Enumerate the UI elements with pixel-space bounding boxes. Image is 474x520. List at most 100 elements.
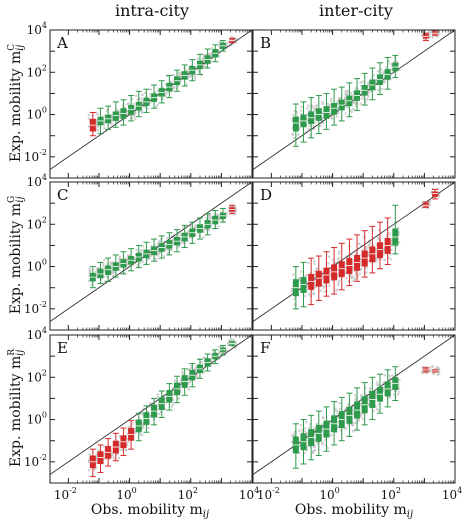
box — [143, 241, 150, 265]
panel-F: 10-2 100 102 104 F — [252, 334, 462, 502]
scatter-point — [218, 345, 221, 349]
y-tick-exponent: 4 — [42, 326, 47, 335]
box-iqr — [361, 250, 368, 267]
box — [354, 387, 361, 431]
scatter-point — [312, 292, 316, 296]
scatter-point — [316, 442, 319, 445]
box — [105, 105, 112, 130]
scatter-point — [115, 108, 119, 112]
y-tick-exponent: 0 — [42, 258, 47, 267]
scatter-point — [352, 108, 355, 111]
box — [112, 432, 119, 462]
y-tick-exponent: 0 — [42, 411, 47, 420]
panel-A: 10-2 100 102 104 A — [24, 21, 253, 179]
scatter-point — [337, 111, 340, 114]
box — [196, 53, 203, 75]
scatter-point — [372, 409, 376, 413]
x-tick-exponent: 0 — [335, 486, 340, 495]
scatter-point — [367, 244, 371, 247]
scatter-point — [344, 90, 347, 93]
scatter-point — [321, 121, 325, 125]
scatter-point — [156, 393, 160, 396]
scatter-point — [177, 71, 181, 75]
scatter-point — [299, 423, 303, 427]
scatter-point — [367, 246, 370, 249]
scatter-point — [353, 394, 357, 397]
scatter-point — [346, 93, 349, 96]
panel-D: D — [252, 181, 456, 331]
scatter-point — [360, 97, 364, 100]
svg-text:Exp. mobility mGij: Exp. mobility mGij — [7, 196, 26, 315]
scatter-point — [388, 374, 391, 378]
scatter-point — [318, 124, 322, 127]
box — [323, 92, 330, 130]
scatter-point — [390, 248, 393, 252]
panel-letter: F — [260, 339, 270, 357]
scatter-point — [334, 407, 337, 410]
axis-ticks — [50, 181, 253, 331]
scatter-point — [124, 448, 128, 452]
scatter-point — [427, 30, 431, 34]
scatter-point — [303, 427, 307, 430]
scatter-point — [95, 127, 98, 130]
box-iqr — [308, 273, 315, 290]
scatter-point — [196, 57, 199, 60]
scatter-point — [201, 58, 205, 61]
scatter-point — [359, 268, 363, 271]
y-tick-exponent: 4 — [42, 173, 47, 182]
box — [369, 67, 376, 101]
scatter-point — [313, 262, 317, 266]
box-series — [89, 340, 236, 478]
box — [166, 74, 173, 99]
box-iqr — [331, 264, 338, 281]
diagonal-line — [252, 181, 456, 322]
box — [89, 111, 96, 137]
scatter-point — [336, 425, 340, 428]
scatter-point — [431, 365, 435, 368]
box-iqr — [354, 254, 361, 271]
box — [120, 251, 127, 275]
box — [338, 242, 345, 291]
box — [112, 101, 119, 128]
scatter-point — [127, 425, 130, 429]
scatter-point — [207, 217, 211, 220]
y-tick-exponent: 0 — [42, 106, 47, 115]
y-tick-exponent: 2 — [42, 215, 47, 224]
panel-B: B — [252, 29, 456, 179]
box-series — [292, 366, 439, 469]
box — [105, 438, 112, 467]
scatter-point — [292, 113, 295, 117]
scatter-point — [308, 109, 311, 112]
scatter-point — [367, 83, 370, 86]
scatter-point — [382, 70, 386, 73]
scatter-point — [437, 372, 441, 375]
scatter-point — [117, 456, 121, 460]
scatter-point — [132, 102, 135, 106]
box — [189, 221, 196, 244]
scatter-point — [305, 280, 309, 284]
panel-letter: A — [56, 34, 68, 52]
scatter-point — [148, 92, 152, 96]
scatter-point — [102, 126, 106, 130]
box — [128, 420, 135, 450]
axis-ticks — [253, 181, 456, 331]
y-tick-label: 104 — [27, 21, 47, 37]
x-axis-label-sub: ij — [407, 509, 413, 520]
scatter-point — [305, 118, 309, 122]
scatter-point — [375, 259, 378, 263]
scatter-point — [353, 101, 356, 105]
y-tick-label: 104 — [27, 326, 47, 342]
box — [151, 397, 158, 426]
y-tick-exponent: 2 — [42, 63, 47, 72]
panel-C: 10-2 100 102 104 C — [24, 173, 253, 331]
scatter-point — [165, 91, 168, 95]
plot-area — [50, 335, 252, 483]
box — [422, 201, 429, 208]
scatter-point — [88, 270, 92, 274]
svg-text:Obs. mobility mij: Obs. mobility mij — [295, 502, 413, 520]
box — [120, 427, 127, 457]
y-tick-label: 102 — [27, 63, 47, 79]
box-series — [89, 37, 236, 137]
y-tick-label: 100 — [27, 258, 47, 274]
